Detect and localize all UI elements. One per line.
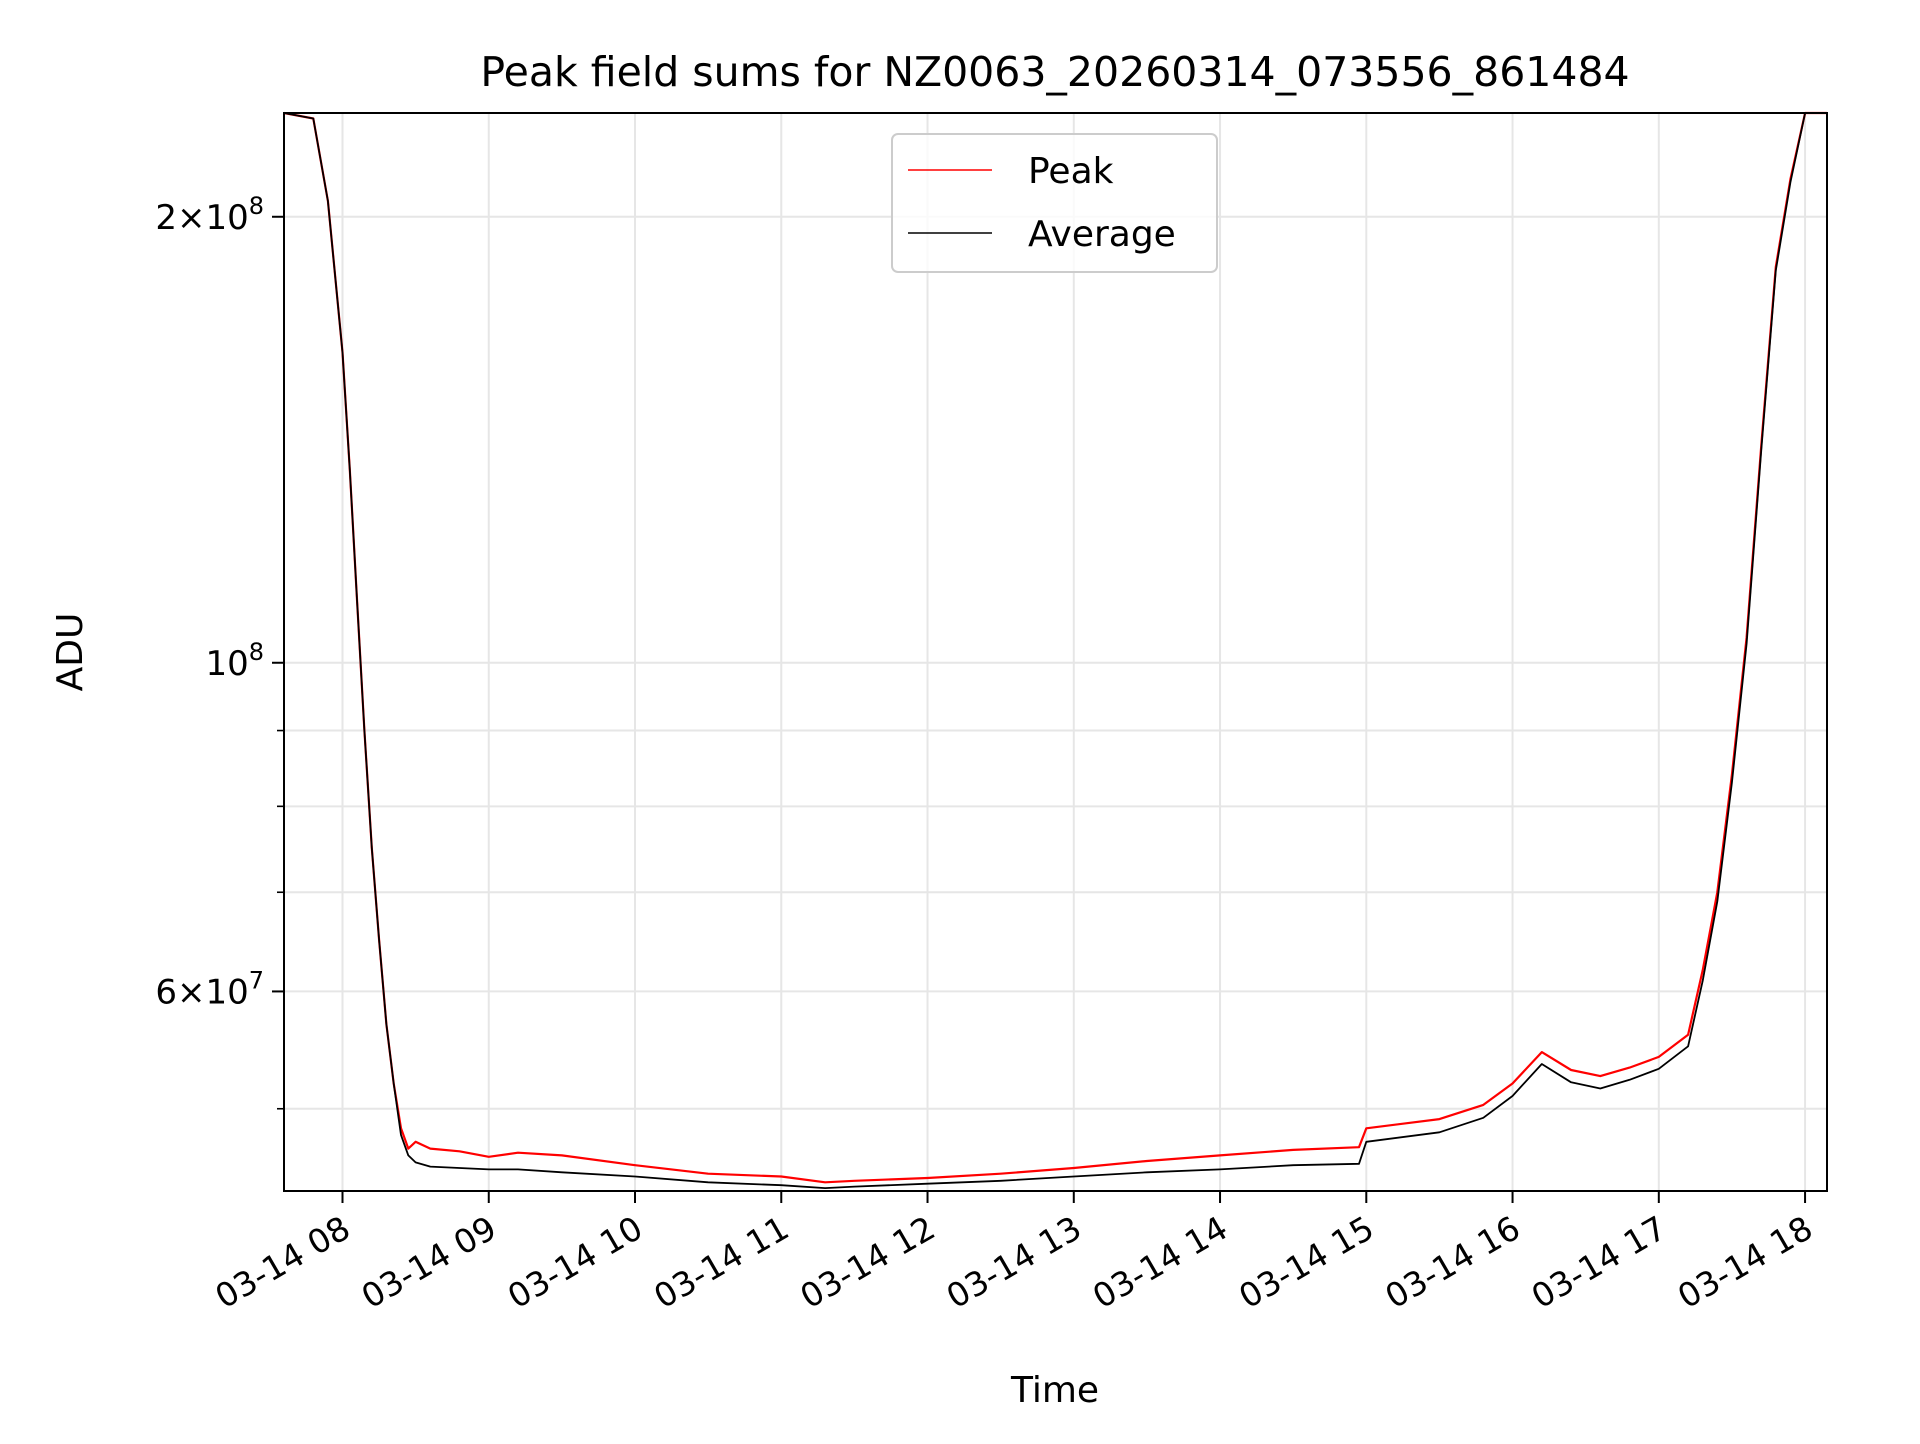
y-tick-label: 2×108 (155, 192, 264, 238)
y-axis-label: ADU (50, 613, 91, 692)
legend-label-peak: Peak (1028, 151, 1114, 192)
x-axis-label: Time (1010, 1370, 1099, 1411)
grid-layer (284, 113, 1827, 1191)
plot-frame (283, 112, 1828, 1192)
y-tick-label: 6×107 (155, 966, 264, 1012)
legend-box (891, 133, 1218, 273)
series-line-average (283, 112, 1827, 1189)
series-layer (283, 111, 1827, 1189)
y-tick-label: 108 (205, 638, 264, 684)
legend-label-average: Average (1028, 214, 1176, 255)
chart-title: Peak field sums for NZ0063_20260314_0735… (480, 48, 1629, 96)
legend: Peak Average (891, 133, 1218, 273)
